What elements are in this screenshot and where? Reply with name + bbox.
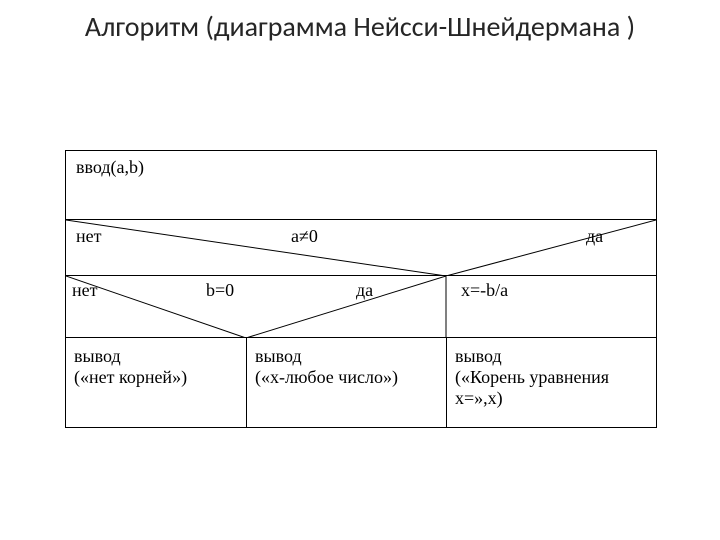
out2-l1: вывод	[455, 346, 648, 367]
cond2-no: нет	[72, 280, 98, 301]
out2-l2: («Корень уравнения x=»,x)	[455, 367, 648, 409]
out1-l1: вывод	[255, 346, 438, 367]
cond1-yes: да	[586, 226, 603, 247]
cond1-no: нет	[76, 226, 102, 247]
row-branch: нет b=0 да x=-b/a	[66, 275, 656, 337]
branch-right-text: x=-b/a	[461, 280, 508, 301]
out0-l2: («нет корней»)	[74, 367, 238, 388]
cond2-text: b=0	[206, 280, 234, 301]
row-cond1: нет a≠0 да	[66, 219, 656, 275]
nassi-diagram: ввод(a,b) нет a≠0 да нет b=0 да x=-	[65, 150, 657, 428]
out0-l1: вывод	[74, 346, 238, 367]
cond1-lines	[66, 220, 656, 276]
out1-l2: («x-любое число»)	[255, 367, 438, 388]
out-cell-1: вывод («x-любое число»)	[246, 338, 446, 427]
input-text: ввод(a,b)	[76, 157, 144, 178]
row-input: ввод(a,b)	[66, 151, 656, 219]
row-outputs: вывод («нет корней») вывод («x-любое чис…	[66, 337, 656, 427]
out-cell-0: вывод («нет корней»)	[66, 338, 246, 427]
cond1-text: a≠0	[291, 226, 318, 247]
slide-title: Алгоритм (диаграмма Нейсси-Шнейдермана )	[0, 10, 720, 44]
cond2-yes: да	[356, 280, 373, 301]
out-cell-2: вывод («Корень уравнения x=»,x)	[446, 338, 656, 427]
